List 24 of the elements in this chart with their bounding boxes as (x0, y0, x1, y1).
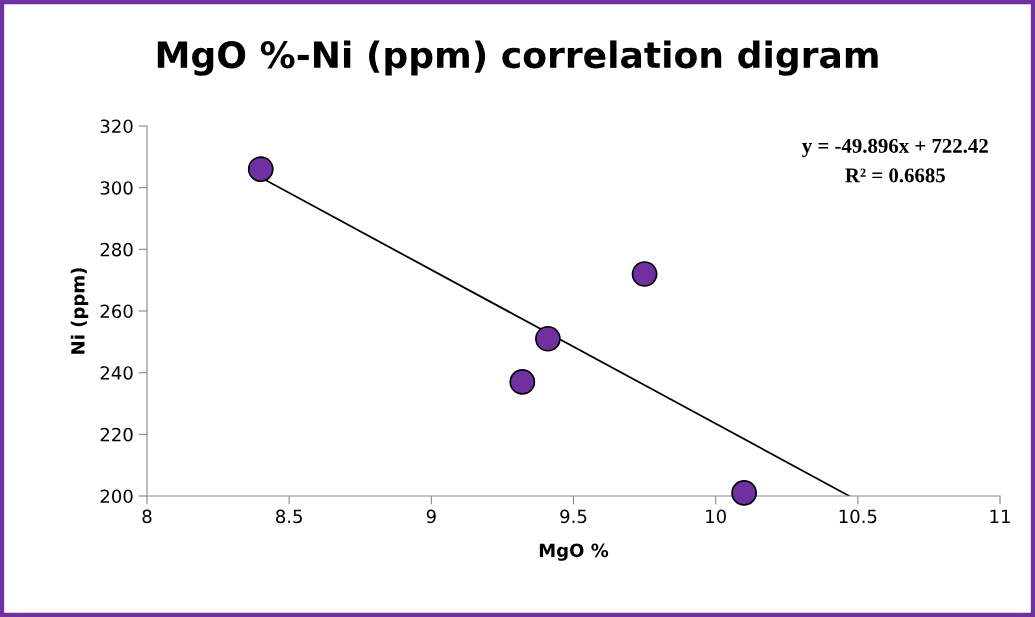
y-tick-label: 240 (100, 366, 133, 380)
x-tick-label: 9 (426, 509, 436, 524)
point (731, 480, 757, 506)
y-axis-title: Ni (ppm) (70, 268, 89, 354)
x-tick-label: 11 (990, 509, 1010, 523)
x-axis-title: MgO % (539, 543, 609, 561)
y-tick-label: 220 (100, 427, 133, 442)
x-tick-label: 8 (142, 509, 152, 524)
x-tick-label: 10 (706, 509, 726, 524)
x-tick-label: 8.5 (276, 509, 302, 524)
point (247, 156, 274, 183)
y-tick-label: 300 (100, 181, 133, 195)
x-tick-label: 9.5 (560, 509, 587, 524)
y-tick-label: 260 (100, 304, 133, 319)
annotation: y = -49.896x + 722.42 (802, 138, 988, 158)
y-tick-label: 320 (100, 119, 133, 134)
chart-title: MgO %-Ni (ppm) correlation digram (157, 40, 878, 76)
point (509, 369, 536, 395)
annotation: R² = 0.6685 (845, 168, 945, 183)
y-tick-label: 280 (100, 242, 133, 257)
y-tick-label: 200 (100, 489, 133, 504)
point (631, 261, 658, 287)
x-tick-label: 10.5 (839, 509, 877, 524)
point (535, 325, 561, 352)
